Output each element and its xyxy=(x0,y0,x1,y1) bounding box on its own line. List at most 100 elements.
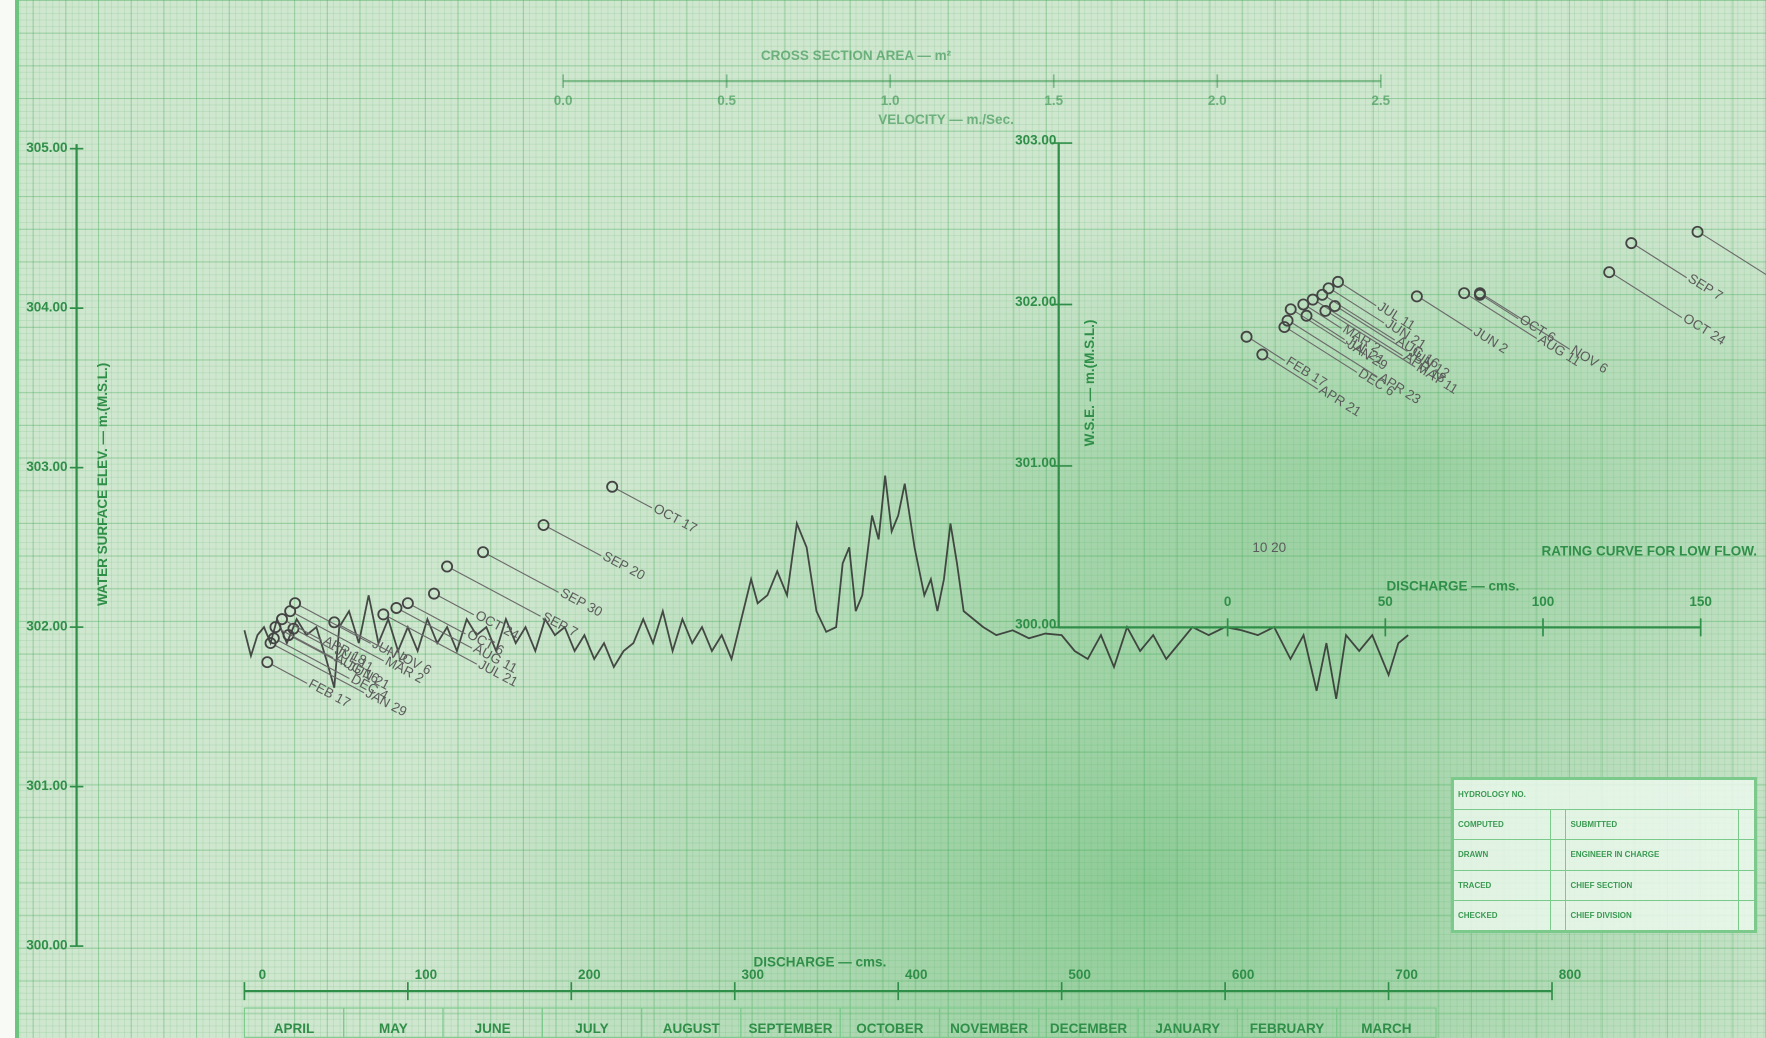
rating-point xyxy=(1691,225,1704,238)
cell: TRACED xyxy=(1453,869,1551,901)
cell: DRAWN xyxy=(1453,839,1551,871)
rating-point xyxy=(1319,304,1332,317)
rating-point xyxy=(477,546,490,559)
rating-point xyxy=(1410,290,1423,303)
month-box xyxy=(1336,1007,1437,1038)
leader-line xyxy=(1635,244,1687,279)
leader-line xyxy=(271,663,308,684)
month-label: OCTOBER xyxy=(856,1021,924,1036)
inset-x-tick-label: 0 xyxy=(1224,594,1232,609)
rating-point xyxy=(1300,309,1313,322)
x-tick-label: 100 xyxy=(415,967,438,982)
top-axis-sublabel: VELOCITY — m./Sec. xyxy=(878,112,1014,127)
leader-line xyxy=(400,609,473,649)
leader-line xyxy=(1484,294,1571,350)
rating-point xyxy=(1278,321,1291,334)
rating-point xyxy=(282,629,295,642)
month-label: JUNE xyxy=(475,1021,511,1036)
month-label: AUGUST xyxy=(663,1021,721,1036)
leader-line xyxy=(1329,312,1416,368)
month-label: DECEMBER xyxy=(1050,1021,1128,1036)
x-axis-label: DISCHARGE — cms. xyxy=(754,955,887,970)
y-tick-label: 305.00 xyxy=(26,140,67,155)
leader-line xyxy=(1332,290,1385,324)
rating-point xyxy=(264,637,277,650)
inset-y-tick-label: 301.00 xyxy=(1015,455,1056,470)
leader-line xyxy=(1291,322,1378,378)
leader-line xyxy=(1288,328,1358,373)
top-tick-label: 2.0 xyxy=(1208,93,1227,108)
month-label: MARCH xyxy=(1361,1021,1411,1036)
x-tick-label: 0 xyxy=(259,967,267,982)
top-tick-label: 0.5 xyxy=(717,93,736,108)
title-block: HYDROLOGY NO. COMPUTED SUBMITTED DRAWN ENG… xyxy=(1451,777,1757,933)
y-tick-label: 301.00 xyxy=(26,778,67,793)
rating-point xyxy=(1625,237,1638,250)
leader-line xyxy=(1342,283,1377,307)
y-tick-label: 304.00 xyxy=(26,300,67,315)
leader-line xyxy=(1339,307,1408,352)
point-label: SEP 30 xyxy=(558,585,605,620)
x-tick-label: 700 xyxy=(1395,967,1418,982)
top-tick-label: 2.5 xyxy=(1371,93,1390,108)
inset-y-tick-label: 303.00 xyxy=(1015,132,1056,147)
leader-line xyxy=(297,630,334,651)
leader-line xyxy=(1250,338,1286,362)
inset-x-axis-label: DISCHARGE — cms. xyxy=(1387,578,1520,593)
cell: CHIEF SECTION xyxy=(1565,869,1740,901)
point-label: SEP 20 xyxy=(600,548,647,583)
leader-line xyxy=(279,628,334,659)
annotation: 10 20 xyxy=(1252,540,1286,555)
inset-y-tick-label: 300.00 xyxy=(1015,617,1056,632)
y-axis-label: WATER SURFACE ELEV. — m.(M.S.L.) xyxy=(95,363,110,606)
paper-margin xyxy=(0,0,19,1038)
leader-line xyxy=(338,624,393,654)
leader-line xyxy=(1701,233,1766,276)
y-tick-label: 302.00 xyxy=(26,619,67,634)
leader-line xyxy=(278,640,350,679)
month-label: FEBRUARY xyxy=(1250,1021,1325,1036)
rating-point xyxy=(1322,282,1335,295)
month-label: NOVEMBER xyxy=(950,1021,1028,1036)
rating-point xyxy=(428,587,440,600)
top-tick-label: 0.0 xyxy=(554,93,573,108)
rating-point xyxy=(269,621,282,634)
leader-line xyxy=(487,553,559,593)
top-tick-label: 1.0 xyxy=(881,93,900,108)
rating-point xyxy=(606,480,619,493)
rating-point xyxy=(1284,303,1297,316)
cell: ENGINEER IN CHARGE xyxy=(1565,839,1740,871)
leader-line xyxy=(412,604,466,635)
cell: CHECKED xyxy=(1453,899,1551,932)
rating-point xyxy=(441,560,454,573)
leader-line xyxy=(274,644,365,694)
top-tick-label: 1.5 xyxy=(1044,93,1063,108)
rating-point xyxy=(276,613,288,626)
point-label: FEB 17 xyxy=(306,676,353,710)
rating-point xyxy=(537,519,550,532)
cell: COMPUTED xyxy=(1453,809,1551,841)
rating-point xyxy=(284,605,297,618)
rating-point xyxy=(1473,288,1486,301)
leader-line xyxy=(387,616,478,665)
x-tick-label: 400 xyxy=(905,967,928,982)
month-label: MAY xyxy=(379,1021,408,1036)
point-label: JUN 2 xyxy=(1471,324,1511,357)
rating-point xyxy=(1240,330,1253,343)
x-tick-label: 200 xyxy=(578,967,601,982)
rating-point xyxy=(1603,266,1616,279)
inset-x-tick-label: 150 xyxy=(1689,594,1712,609)
month-label: JANUARY xyxy=(1155,1021,1220,1036)
rating-point xyxy=(1332,275,1344,288)
title-block-table: HYDROLOGY NO. COMPUTED SUBMITTED DRAWN ENG… xyxy=(1453,778,1755,932)
leader-line xyxy=(286,620,323,641)
x-tick-label: 300 xyxy=(742,967,765,982)
leader-line xyxy=(1326,296,1396,341)
rating-point xyxy=(1281,314,1294,327)
leader-line xyxy=(616,488,653,509)
leader-line xyxy=(1484,296,1519,320)
inset-x-tick-label: 50 xyxy=(1378,594,1393,609)
inset-title: RATING CURVE FOR LOW FLOW. xyxy=(1542,543,1757,558)
